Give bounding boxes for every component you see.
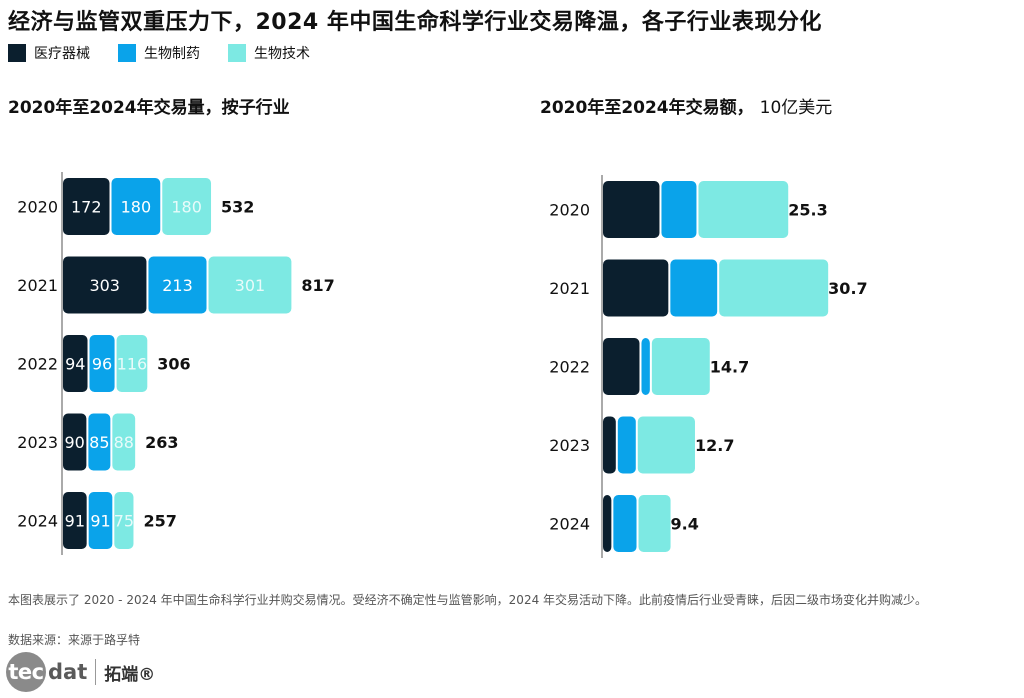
year-tick-label: 2021: [17, 276, 58, 295]
logo-chinese-name: 拓端®: [104, 664, 156, 685]
bar-segment: [111, 178, 161, 235]
bar-total-label: 14.7: [710, 358, 749, 377]
bar-segment: [638, 495, 671, 552]
bar-segment: [63, 492, 87, 549]
chart-title-deal-value-text: 2020年至2024年交易额，: [540, 98, 754, 118]
bar-segment: [162, 178, 212, 235]
bar-segment: [603, 338, 640, 395]
legend-label-biotech: 生物技术: [254, 46, 310, 62]
legend-item-biotech: 生物技术: [228, 43, 310, 63]
bar-segment: [116, 335, 148, 392]
year-tick-label: 2023: [17, 433, 58, 452]
bar-value-label: 75: [114, 512, 134, 531]
logo-wordmark: dat: [48, 660, 88, 684]
legend-swatch-medical-devices: [8, 44, 26, 62]
bar-segment: [698, 181, 789, 238]
bar-value-label: 172: [71, 198, 102, 217]
bar-value-label: 303: [89, 276, 120, 295]
bar-segment: [63, 413, 87, 471]
legend-label-biopharma: 生物制药: [144, 46, 200, 62]
legend-label-medical-devices: 医疗器械: [34, 46, 90, 62]
brand-logo: tec dat 拓端®: [6, 652, 155, 692]
bar-segment: [88, 413, 111, 471]
bar-segment: [670, 259, 718, 317]
bar-segment: [641, 338, 650, 395]
bar-segment: [617, 416, 636, 474]
logo-badge: tec: [6, 652, 46, 692]
bar-value-label: 180: [171, 198, 202, 217]
page-title: 经济与监管双重压力下，2024 年中国生命科学行业交易降温，各子行业表现分化: [8, 10, 822, 35]
bar-segment: [603, 495, 612, 552]
bar-segment: [651, 338, 710, 395]
bar-value-label: 180: [121, 198, 152, 217]
bar-segment: [112, 413, 136, 471]
bar-segment: [89, 335, 115, 392]
bar-segment: [114, 492, 134, 549]
year-tick-label: 2023: [549, 436, 590, 455]
bar-value-label: 91: [65, 512, 85, 531]
bar-segment: [661, 181, 697, 238]
bar-value-label: 116: [117, 355, 148, 374]
bar-segment: [719, 259, 829, 317]
chart-unit-label: 10亿美元: [759, 98, 833, 118]
bar-total-label: 12.7: [695, 436, 734, 455]
bar-value-label: 91: [90, 512, 110, 531]
logo-badge-text: tec: [8, 660, 44, 684]
chart-title-deal-volume: 2020年至2024年交易量，按子行业: [8, 93, 290, 118]
bar-segment: [88, 492, 113, 549]
bar-total-label: 30.7: [828, 279, 867, 298]
bar-segment: [63, 178, 110, 235]
bar-value-label: 90: [65, 433, 85, 452]
legend-swatch-biopharma: [118, 44, 136, 62]
year-tick-label: 2024: [17, 512, 58, 531]
year-tick-label: 2022: [17, 355, 58, 374]
bar-segment: [613, 495, 637, 552]
bar-value-label: 85: [89, 433, 109, 452]
bar-segment: [603, 416, 616, 474]
legend-swatch-biotech: [228, 44, 246, 62]
bar-value-label: 213: [162, 276, 193, 295]
bar-total-label: 263: [145, 433, 178, 452]
source-note: 数据来源：来源于路孚特: [8, 633, 141, 647]
year-tick-label: 2020: [17, 198, 58, 217]
bar-segment: [603, 181, 660, 238]
bar-total-label: 817: [301, 276, 334, 295]
bar-value-label: 96: [92, 355, 112, 374]
bar-value-label: 301: [235, 276, 266, 295]
bar-total-label: 306: [157, 355, 190, 374]
bar-total-label: 257: [143, 512, 176, 531]
year-tick-label: 2024: [549, 515, 590, 534]
year-tick-label: 2022: [549, 358, 590, 377]
bar-segment: [208, 256, 292, 314]
bar-value-label: 94: [65, 355, 85, 374]
bar-segment: [148, 256, 207, 314]
year-tick-label: 2020: [549, 201, 590, 220]
bar-segment: [637, 416, 695, 474]
bar-segment: [63, 335, 88, 392]
bar-segment: [63, 256, 147, 314]
legend: 医疗器械 生物制药 生物技术: [8, 42, 310, 64]
legend-item-medical-devices: 医疗器械: [8, 43, 90, 63]
bar-segment: [603, 259, 669, 317]
chart-title-deal-volume-text: 2020年至2024年交易量，按子行业: [8, 98, 290, 118]
bar-total-label: 9.4: [671, 515, 699, 534]
legend-item-biopharma: 生物制药: [118, 43, 200, 63]
logo-divider: [95, 659, 97, 685]
bar-value-label: 88: [114, 433, 134, 452]
chart-title-deal-value: 2020年至2024年交易额， 10亿美元: [540, 93, 832, 118]
bar-total-label: 25.3: [788, 201, 827, 220]
bar-total-label: 532: [221, 198, 254, 217]
footnote: 本图表展示了 2020 - 2024 年中国生命科学行业并购交易情况。受经济不确…: [8, 593, 928, 607]
year-tick-label: 2021: [549, 279, 590, 298]
